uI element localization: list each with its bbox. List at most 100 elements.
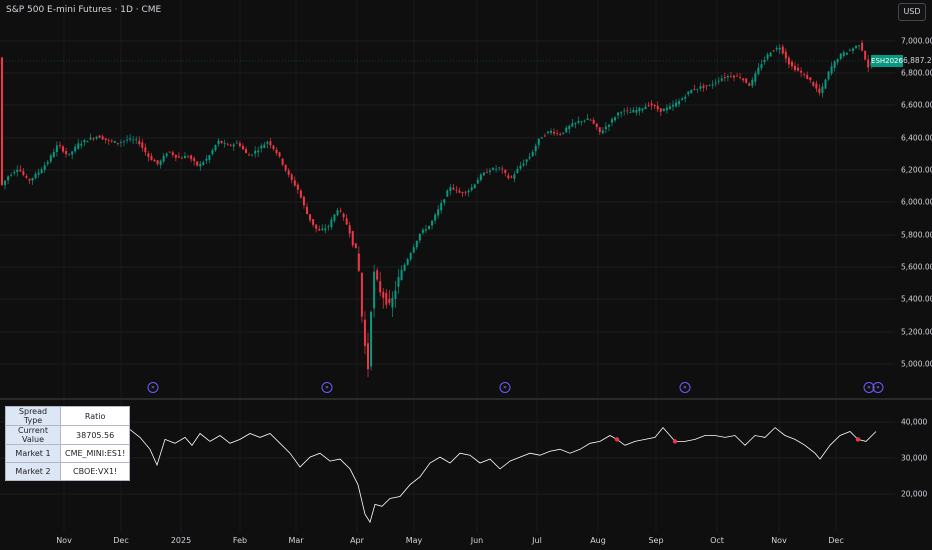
candle-body: [507, 175, 510, 179]
candle-body: [574, 122, 577, 125]
candle-body: [101, 136, 104, 140]
candle-body: [720, 78, 723, 81]
candle-body: [421, 229, 424, 233]
candle-body: [156, 160, 159, 165]
candle-body: [226, 144, 229, 146]
x-tick-label: Jun: [470, 536, 484, 545]
candle-body: [611, 119, 613, 123]
candle-body: [824, 79, 827, 89]
candle-body: [607, 124, 610, 127]
candle-body: [415, 240, 418, 248]
spread-marker-dot: [855, 437, 861, 442]
candle-body: [403, 264, 406, 271]
candle-body: [16, 169, 19, 172]
candle-body: [653, 105, 656, 107]
candle-body: [540, 137, 543, 139]
candle-body: [757, 67, 760, 75]
candle-body: [306, 206, 308, 215]
candle-body: [592, 120, 595, 124]
candle-body: [19, 169, 22, 172]
candle-body: [699, 86, 702, 89]
candle-body: [351, 231, 354, 246]
candle-body: [269, 141, 272, 146]
candle-body: [769, 52, 772, 57]
candle-body: [138, 140, 141, 145]
candle-body: [385, 292, 388, 305]
event-icon[interactable]: »: [147, 382, 159, 393]
candle-body: [40, 169, 43, 174]
candle-body: [784, 51, 787, 59]
pane-divider[interactable]: [0, 398, 932, 400]
candle-body: [199, 163, 202, 167]
candle-body: [641, 108, 644, 111]
candle-body: [348, 225, 351, 234]
candle-body: [729, 76, 732, 77]
candle-body: [510, 176, 513, 178]
candle-body: [626, 110, 629, 112]
y-tick-label: 5,800.00: [901, 230, 932, 240]
candle-body: [360, 272, 363, 317]
candle-body: [650, 103, 653, 106]
event-icon[interactable]: »: [499, 382, 511, 393]
candle-body: [13, 172, 16, 174]
candle-body: [159, 160, 162, 166]
candle-body: [571, 123, 574, 127]
candle-body: [440, 203, 443, 211]
candle-body: [604, 126, 607, 130]
candle-body: [748, 83, 751, 86]
table-row: Current Value 38705.56: [5, 425, 131, 445]
x-tick-label: Nov: [56, 536, 72, 545]
x-tick-label: Jul: [532, 536, 542, 545]
candle-body: [62, 146, 64, 152]
candle-body: [479, 174, 482, 181]
candle-body: [168, 151, 171, 153]
event-icon[interactable]: »: [872, 382, 884, 393]
candle-body: [132, 139, 135, 141]
candle-body: [52, 152, 55, 158]
candle-body: [498, 167, 501, 169]
candle-body: [723, 77, 726, 79]
candle-body: [644, 106, 647, 110]
candle-body: [562, 132, 565, 134]
candle-body: [394, 290, 397, 299]
candle-body: [287, 170, 290, 175]
candle-body: [284, 164, 287, 171]
candle-body: [751, 79, 754, 86]
candle-body: [293, 180, 296, 186]
candle-body: [787, 57, 790, 65]
candle-body: [568, 125, 571, 130]
candle-body: [647, 105, 650, 106]
candle-body: [790, 61, 793, 67]
candle-body: [220, 140, 223, 144]
candle-body: [482, 172, 485, 176]
x-tick-label: Nov: [771, 536, 787, 545]
candle-body: [95, 136, 98, 139]
candle-body: [434, 214, 437, 221]
candle-body: [742, 78, 745, 81]
candle-body: [339, 210, 342, 212]
candle-body: [495, 168, 498, 170]
candle-body: [263, 144, 266, 149]
candle-body: [324, 228, 327, 231]
candle-body: [845, 52, 848, 55]
candle-body: [34, 173, 37, 179]
x-tick-label: Oct: [710, 536, 724, 545]
candle-body: [376, 270, 379, 280]
candle-body: [25, 176, 28, 178]
candle-body: [302, 196, 305, 206]
candle-body: [241, 145, 244, 150]
event-icon[interactable]: »: [321, 382, 333, 393]
table-row: Market 1 CME_MINI:ES1!: [5, 444, 131, 463]
candle-body: [251, 154, 254, 156]
candle-body: [623, 110, 626, 112]
candle-body: [794, 65, 796, 71]
candle-body: [68, 153, 71, 155]
candle-body: [424, 229, 427, 231]
candle-body: [580, 121, 583, 123]
candle-body: [254, 150, 257, 154]
currency-button[interactable]: USD: [898, 3, 926, 21]
candle-body: [342, 213, 345, 218]
candle-body: [232, 144, 235, 147]
event-icon[interactable]: »: [679, 382, 691, 393]
candle-body: [391, 297, 394, 308]
